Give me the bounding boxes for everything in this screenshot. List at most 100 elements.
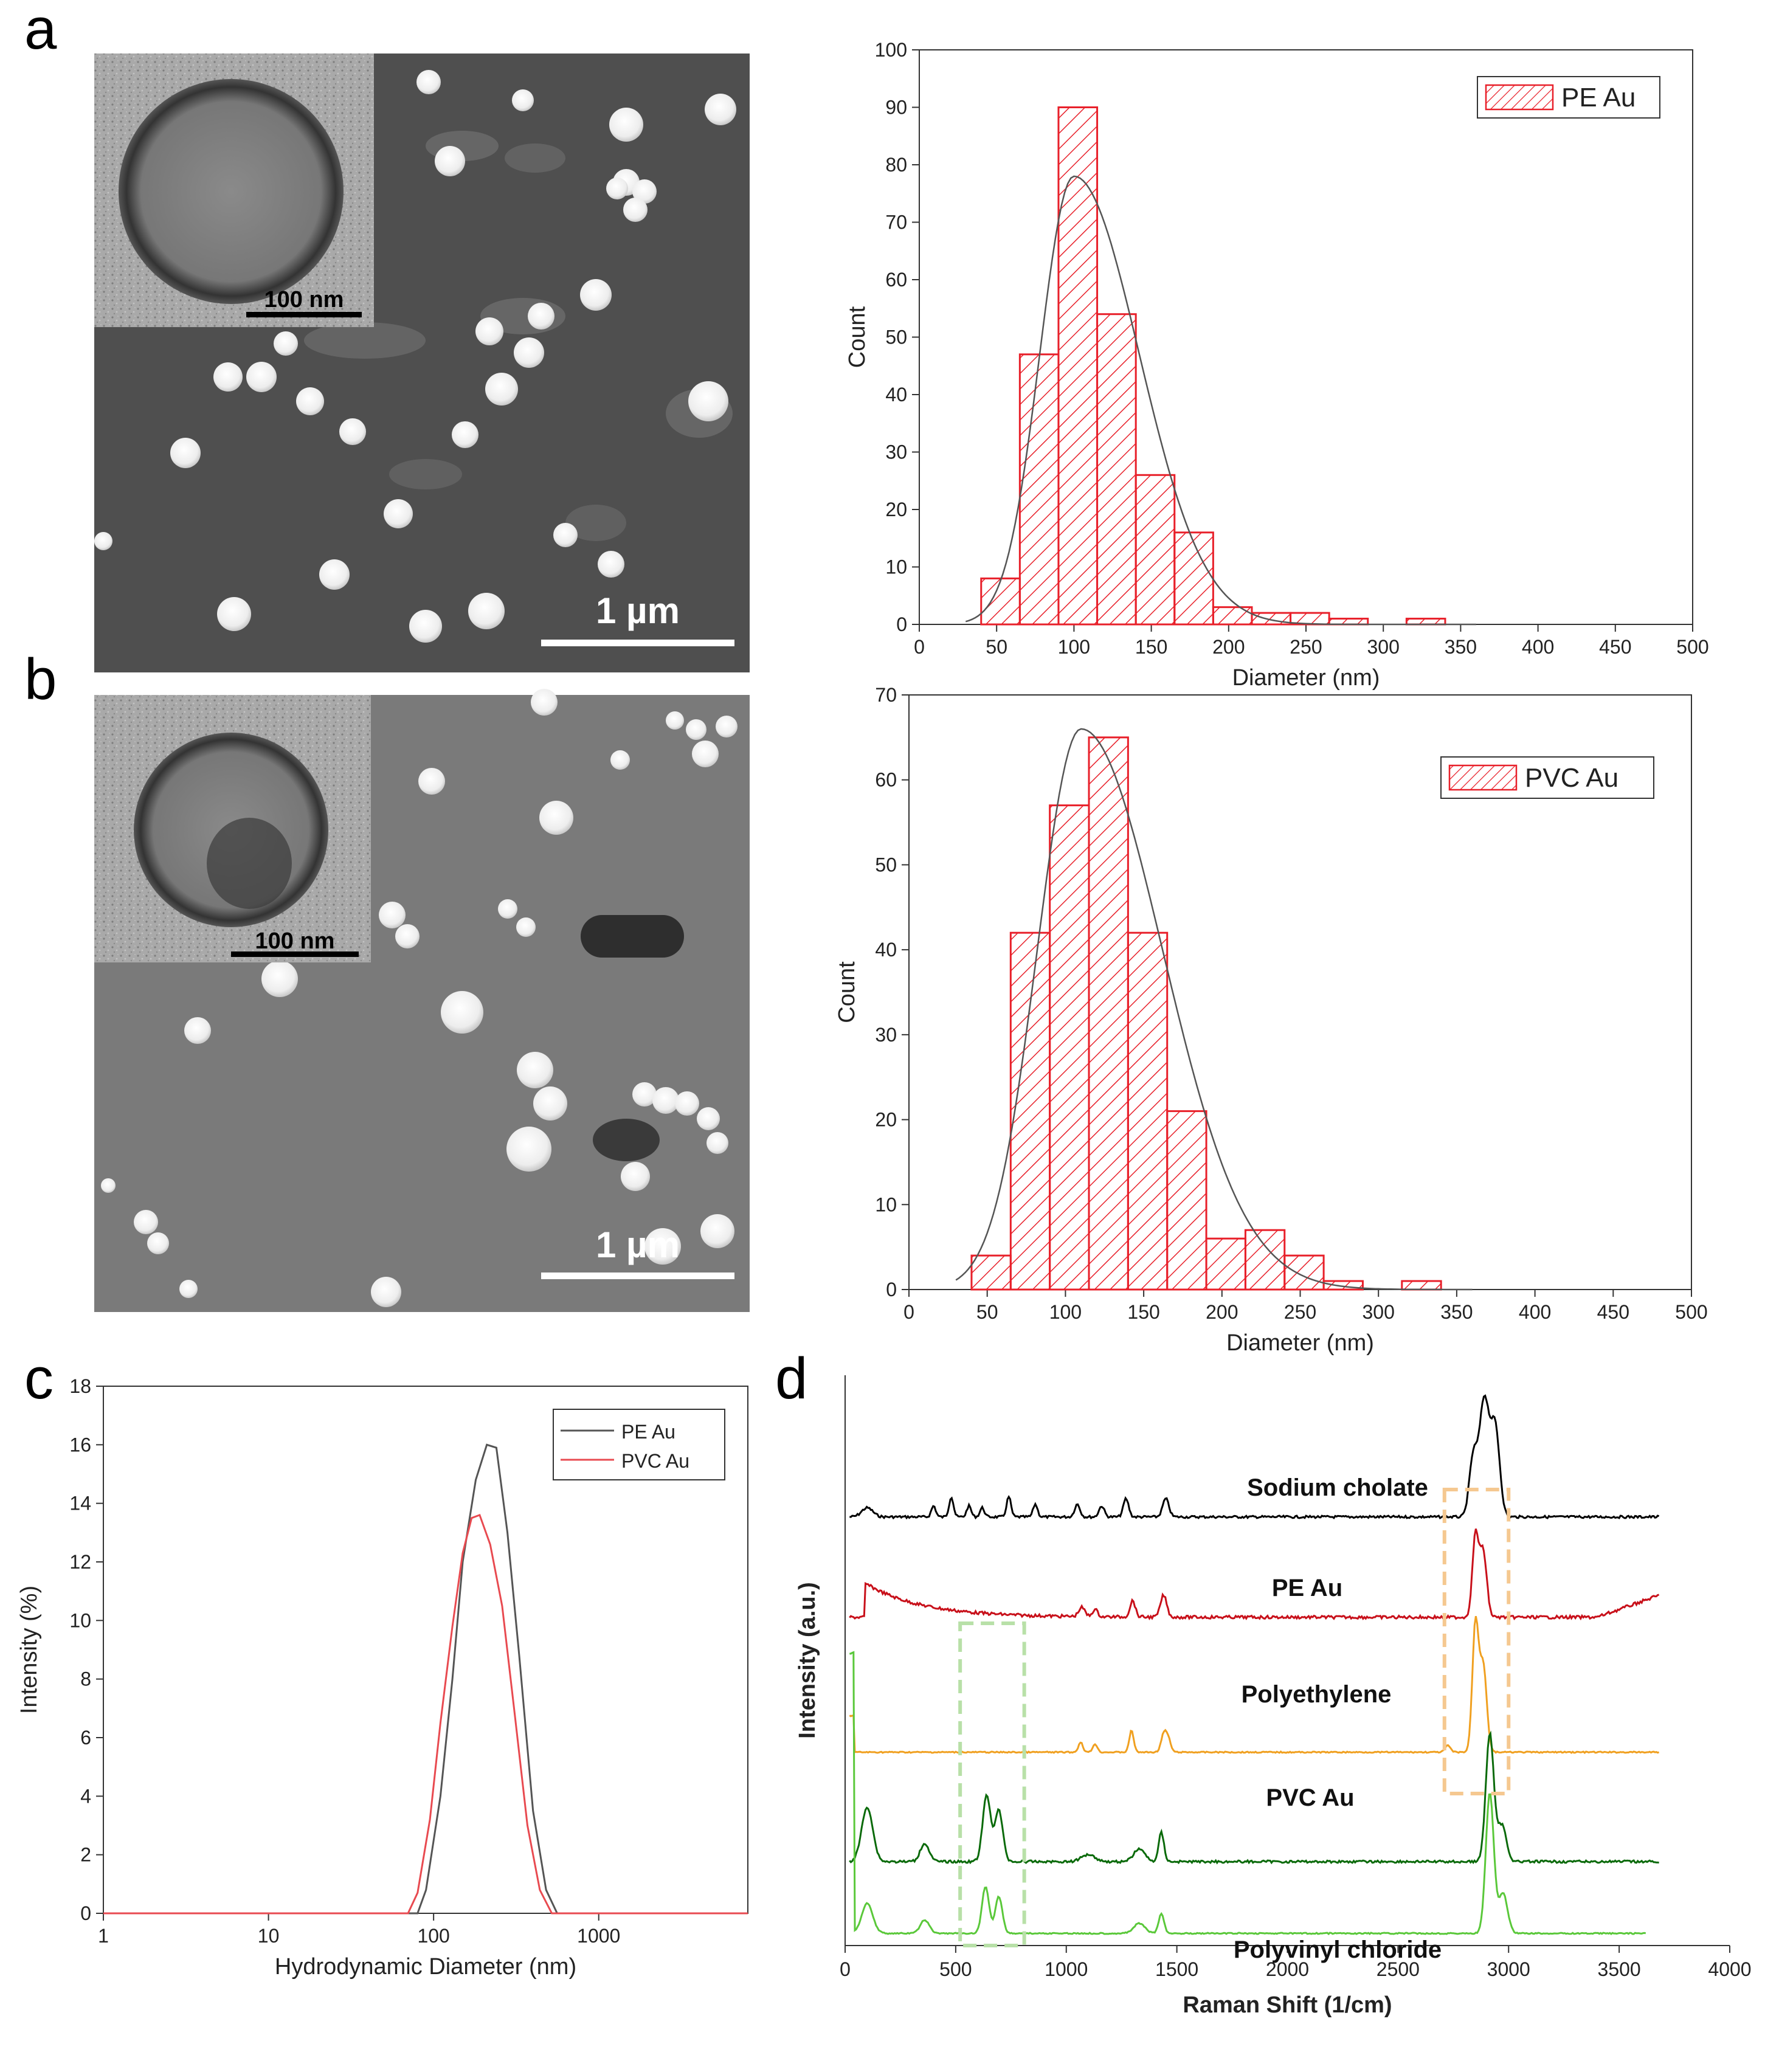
panel-letter-c: c [24,1346,54,1411]
highlight-box-ch-stretch [1442,1488,1511,1795]
y-tick-label: 30 [885,441,907,463]
spectrum-label: Sodium cholate [1247,1474,1428,1501]
histogram-bar [1401,1280,1442,1291]
x-tick-label: 1 [98,1925,109,1947]
micrograph-a-film-patches [304,131,733,541]
micrograph-b-spheres [101,689,738,1307]
x-tick-label: 450 [1599,636,1631,658]
spectrum-label: PVC Au [1266,1784,1354,1811]
histogram-bar [1173,531,1214,626]
x-tick-label: 450 [1597,1301,1629,1323]
y-axis-label: Intensity (%) [16,1586,42,1714]
spectrum-label: Polyethylene [1242,1681,1392,1708]
x-tick-label: 4000 [1708,1958,1751,1980]
x-tick-label: 500 [1676,636,1708,658]
series-line [103,1443,748,1915]
x-axis-label: Diameter (nm) [1232,665,1380,691]
micrograph-a-spheres [94,70,736,643]
micrograph-b-inset-core [207,818,292,909]
fit-curve [955,728,1473,1291]
micrograph-b-scale-label: 1 µm [596,1224,680,1265]
y-tick-label: 60 [885,269,907,291]
histogram-bar [1127,931,1169,1291]
legend-label: PE Au [621,1421,675,1443]
histogram-bar [1405,618,1446,626]
spectrum-label: Polyvinyl chloride [1234,1936,1442,1963]
y-tick-label: 12 [69,1551,91,1573]
y-tick-label: 50 [875,854,897,875]
dls-chart-c: 1 10 100 1000 0 2 4 6 8 10 12 14 16 18 Hydrodynamic Di… [16,1375,748,1980]
micrograph-b-inset-scale-label: 100 nm [255,928,335,954]
y-tick-label: 10 [885,556,907,578]
x-tick-label: 50 [976,1301,998,1323]
x-tick-label: 300 [1363,1301,1395,1323]
micrograph-b: 100 nm 1 µm [94,689,750,1312]
spectrum-line [849,1528,1660,1621]
panel-letter-b: b [24,647,57,712]
micrograph-a-scalebar [541,640,734,646]
x-tick-label: 400 [1522,636,1554,658]
x-tick-label: 1000 [577,1925,620,1947]
y-tick-label: 50 [885,326,907,348]
y-tick-label: 20 [875,1109,897,1131]
x-tick-label: 0 [914,636,925,658]
y-tick-label: 60 [875,769,897,791]
x-tick-label: 200 [1212,636,1245,658]
y-tick-label: 70 [885,212,907,233]
histogram-bar [1049,804,1090,1291]
y-tick-label: 18 [69,1375,91,1397]
x-tick-label: 250 [1284,1301,1316,1323]
x-axis-label: Diameter (nm) [1226,1330,1374,1356]
histogram-bar [1135,474,1176,626]
histogram-bar [1166,1110,1207,1291]
panel-letter-a: a [24,0,57,61]
series-line [103,1513,748,1915]
x-tick-label: 300 [1367,636,1400,658]
x-tick-label: 400 [1519,1301,1551,1323]
y-tick-label: 40 [875,939,897,961]
spectrum-line [849,1651,1646,1936]
y-tick-label: 90 [885,97,907,119]
micrograph-b-scalebar [541,1273,734,1279]
legend-label: PVC Au [1525,763,1618,793]
y-tick-label: 0 [896,613,907,635]
x-axis-label: Raman Shift (1/cm) [1183,1992,1392,2018]
x-tick-label: 10 [258,1925,280,1947]
x-tick-label: 0 [840,1958,851,1980]
x-tick-label: 150 [1127,1301,1159,1323]
micrograph-b-inset-scalebar [231,951,359,957]
y-tick-label: 30 [875,1024,897,1046]
spectrum-line [849,1615,1660,1755]
y-axis-label: Count [845,306,870,368]
histogram-chart-a: 0 50 100 150 200 250 300 350 400 450 500 0 10 20 30 40 5… [845,39,1709,691]
x-tick-label: 50 [986,636,1007,658]
x-tick-label: 2500 [1377,1958,1420,1980]
micrograph-a: 100 nm 1 µm [94,54,750,672]
y-tick-label: 20 [885,499,907,520]
legend-swatch [1448,764,1518,791]
fit-curve [965,175,1476,626]
panel-letter-d: d [775,1346,807,1411]
x-tick-label: 350 [1445,636,1477,658]
micrograph-a-inset-scalebar [246,312,362,317]
legend-swatch [1485,84,1554,111]
x-tick-label: 350 [1440,1301,1473,1323]
raman-chart-d: 0 500 1000 1500 2000 2500 3000 3500 4000 Raman Sh… [795,1375,1752,2018]
x-tick-label: 1000 [1045,1958,1088,1980]
y-tick-label: 2 [80,1844,91,1866]
y-axis-label: Intensity (a.u.) [795,1582,820,1739]
x-tick-label: 2000 [1266,1958,1309,1980]
y-tick-label: 80 [885,154,907,176]
y-tick-label: 14 [69,1493,91,1514]
histogram-bar [1009,931,1051,1291]
histogram-bar [1096,313,1137,626]
y-tick-label: 16 [69,1434,91,1456]
y-tick-label: 0 [80,1902,91,1924]
x-tick-label: 3000 [1487,1958,1530,1980]
micrograph-a-scale-label: 1 µm [596,590,680,631]
y-tick-label: 40 [885,384,907,406]
x-axis-label: Hydrodynamic Diameter (nm) [275,1954,576,1980]
y-tick-label: 6 [80,1727,91,1749]
y-tick-label: 100 [875,39,907,61]
